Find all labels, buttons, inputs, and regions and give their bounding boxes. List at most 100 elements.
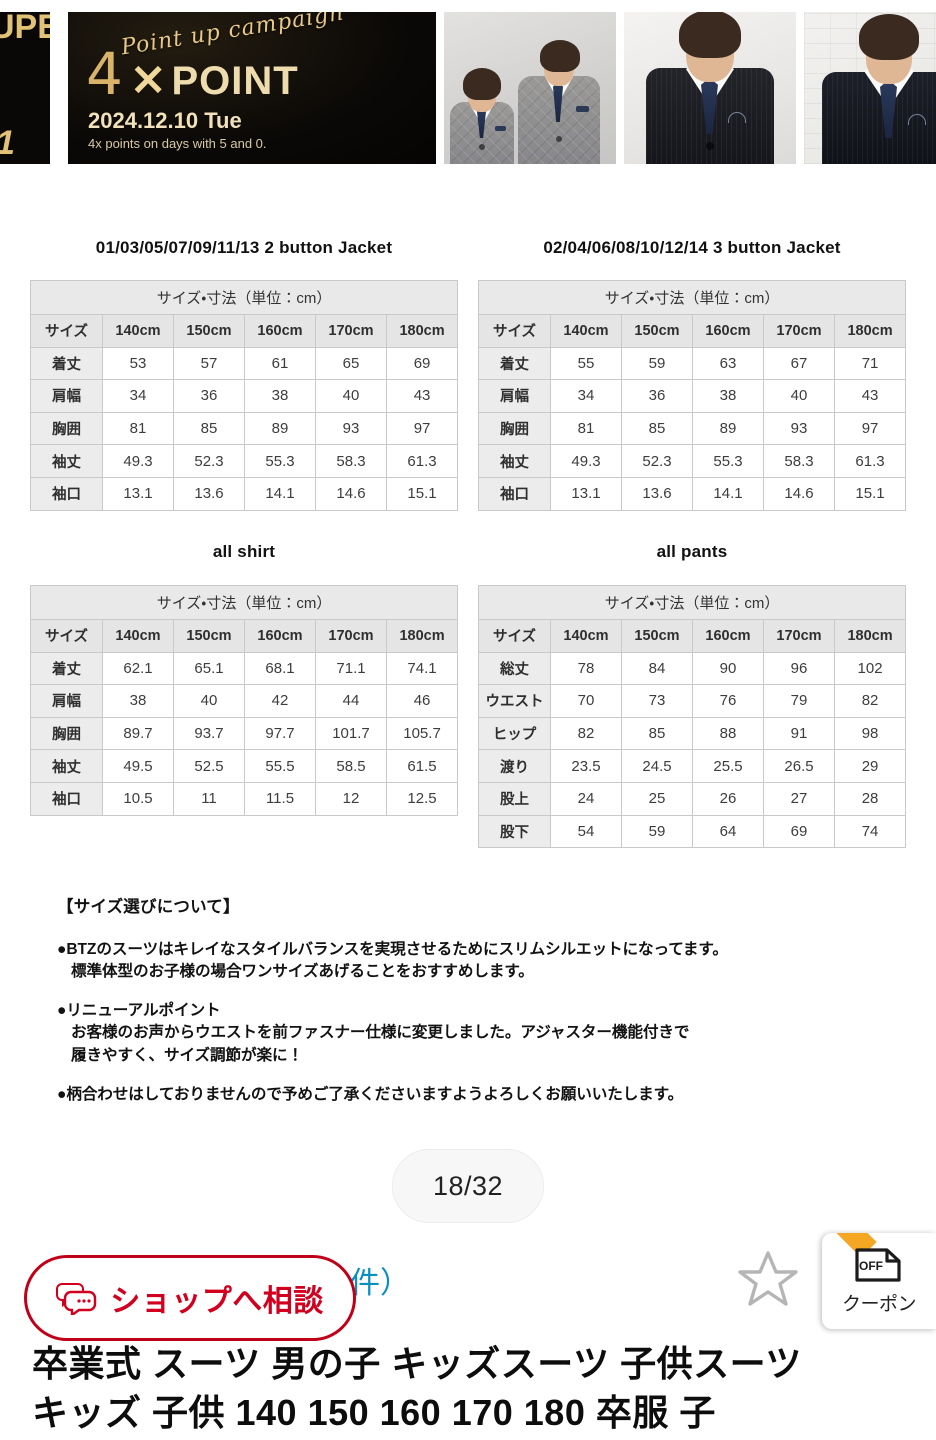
table-header-cell: 170cm (763, 619, 835, 653)
table-row: 総丈 78 84 90 96 102 (478, 651, 907, 686)
note-line: 履きやすく、サイズ調節が楽に！ (71, 1046, 303, 1064)
table-cell: 25.5 (692, 749, 764, 783)
table-header-row: サイズ 140cm 150cm 160cm 170cm 180cm (30, 619, 459, 653)
row-label: 股下 (478, 814, 551, 849)
promo-multiplier: 4 (86, 40, 123, 108)
table-cell: 55.3 (692, 444, 764, 478)
table-header-cell: 180cm (385, 619, 459, 653)
table-cell: 82 (550, 716, 622, 751)
table-header-cell: 180cm (833, 619, 907, 653)
coupon-button[interactable]: OFF クーポン (822, 1233, 936, 1329)
table-cell: 93.7 (173, 716, 245, 751)
row-label: 着丈 (478, 346, 551, 381)
table-cell: 27 (763, 781, 835, 816)
table-cell: 52.3 (621, 444, 693, 478)
banner-edge-text-bottom: 1 (0, 124, 15, 163)
table-caption-row: サイズ・寸法（単位：cm） (477, 585, 907, 620)
table-header-cell: 140cm (102, 314, 174, 348)
table-cell: 97 (833, 411, 907, 446)
table-row: 袖丈 49.5 52.5 55.5 58.5 61.5 (30, 749, 459, 783)
table-cell: 58.3 (315, 444, 387, 478)
table-cell: 105.7 (385, 716, 459, 751)
table-row: 袖丈 49.3 52.3 55.3 58.3 61.3 (30, 444, 459, 478)
table-cell: 62.1 (102, 651, 174, 686)
table-cell: 64 (692, 814, 764, 849)
row-label: 袖丈 (478, 444, 551, 478)
promo-background (68, 12, 436, 164)
row-label: 袖口 (30, 781, 103, 816)
table-header-cell: 170cm (315, 314, 387, 348)
row-label: ヒップ (478, 716, 551, 751)
table-caption: サイズ・寸法（単位：cm） (477, 280, 907, 315)
star-outline-icon (738, 1251, 798, 1306)
table-cell: 52.5 (173, 749, 245, 783)
row-label: 胸囲 (30, 716, 103, 751)
product-title-line2: キッズ 子供 140 150 160 170 180 卒服 子 (32, 1391, 716, 1433)
table-row: 渡り 23.5 24.5 25.5 26.5 29 (478, 749, 907, 783)
model-photo-black (624, 12, 796, 164)
table-cell: 58.3 (763, 444, 835, 478)
table-header-row: サイズ 140cm 150cm 160cm 170cm 180cm (478, 314, 907, 348)
row-label: 袖口 (478, 476, 551, 511)
table-cell: 82 (833, 684, 907, 718)
table-cell: 89.7 (102, 716, 174, 751)
table-cell: 43 (385, 379, 459, 413)
banner-slide-photo-grey-suits[interactable] (444, 12, 616, 164)
banner-slide-partial-left[interactable]: UPE 1 (0, 12, 50, 164)
favorite-star-button[interactable] (737, 1248, 799, 1310)
table-cell: 40 (173, 684, 245, 718)
note-line: ●柄合わせはしておりませんので予めご了承くださいますようよろしくお願いいたします… (57, 1085, 684, 1103)
table-header-cell: 150cm (173, 619, 245, 653)
promo-banner-carousel[interactable]: UPE 1 Point up campaign 4 × POINT 2024.1… (0, 12, 936, 164)
table-cell: 71 (833, 346, 907, 381)
table-cell: 85 (173, 411, 245, 446)
table-cell: 97.7 (244, 716, 316, 751)
banner-edge-text-top: UPE (0, 12, 50, 46)
note-line: お客様のお声からウエストを前ファスナー仕様に変更しました。アジャスター機能付きで (71, 1024, 690, 1042)
promo-headline: 4 × POINT (86, 40, 299, 108)
table-cell: 49.3 (550, 444, 622, 478)
table-header-cell: 150cm (621, 619, 693, 653)
shop-consult-button[interactable]: ショップへ相談 (24, 1255, 356, 1341)
row-label: 袖丈 (30, 749, 103, 783)
table-cell: 34 (550, 379, 622, 413)
table-cell: 24 (550, 781, 622, 816)
table-cell: 73 (621, 684, 693, 718)
table-cell: 44 (315, 684, 387, 718)
table-cell: 55.3 (244, 444, 316, 478)
table-cell: 52.3 (173, 444, 245, 478)
row-label: 渡り (478, 749, 551, 783)
banner-slide-point-campaign[interactable]: Point up campaign 4 × POINT 2024.12.10 T… (68, 12, 436, 164)
size-table-all-shirt: サイズ・寸法（単位：cm） サイズ 140cm 150cm 160cm 170c… (29, 585, 459, 816)
note-line: ●リニューアルポイント (57, 1002, 221, 1020)
table-cell: 78 (550, 651, 622, 686)
table-cell: 97 (385, 411, 459, 446)
banner-poster-bg (0, 12, 50, 164)
table-cell: 61.3 (833, 444, 907, 478)
row-label: 総丈 (478, 651, 551, 686)
table-cell: 90 (692, 651, 764, 686)
table-caption: サイズ・寸法（単位：cm） (29, 280, 459, 315)
table-cell: 49.5 (102, 749, 174, 783)
note-block-renewal-point: ●リニューアルポイント お客様のお声からウエストを前ファスナー仕様に変更しました… (57, 1000, 887, 1066)
notes-heading: 【サイズ選びについて】 (57, 898, 240, 916)
table-caption-row: サイズ・寸法（単位：cm） (29, 280, 459, 315)
table-caption-row: サイズ・寸法（単位：cm） (29, 585, 459, 620)
table-header-cell: 160cm (244, 619, 316, 653)
product-title[interactable]: 卒業式 スーツ 男の子 キッズスーツ 子供スーツ キッズ 子供 140 150 … (32, 1340, 912, 1438)
size-selection-notes: 【サイズ選びについて】 ●BTZのスーツはキレイなスタイルバランスを実現させるた… (57, 893, 887, 1123)
table-cell: 102 (833, 651, 907, 686)
table-cell: 53 (102, 346, 174, 381)
table-cell: 59 (621, 814, 693, 849)
table-cell: 42 (244, 684, 316, 718)
table-header-cell: 140cm (550, 314, 622, 348)
banner-slide-photo-navy-suit[interactable] (804, 12, 936, 164)
table-cell: 71.1 (315, 651, 387, 686)
table-cell: 11.5 (244, 781, 316, 816)
table-cell: 74.1 (385, 651, 459, 686)
banner-slide-photo-black-suit[interactable] (624, 12, 796, 164)
row-label: 肩幅 (478, 379, 551, 413)
table-cell: 61.3 (385, 444, 459, 478)
promo-times-symbol: × (128, 51, 168, 105)
table-row: 着丈 53 57 61 65 69 (30, 346, 459, 381)
